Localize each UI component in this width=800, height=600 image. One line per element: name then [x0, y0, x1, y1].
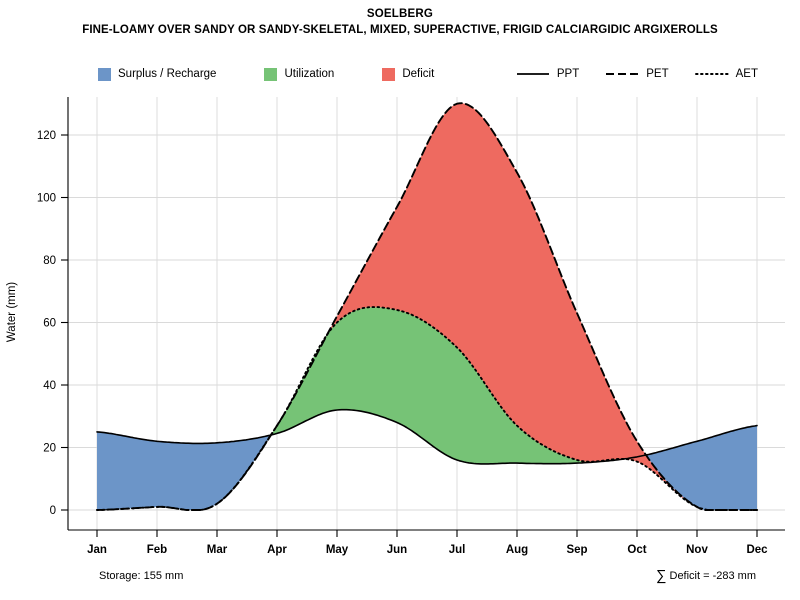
- x-tick-label: Dec: [746, 544, 768, 556]
- y-tick-label: 20: [43, 443, 56, 455]
- region-surplus: [97, 431, 270, 510]
- deficit-total-note: ∑ Deficit = -283 mm: [656, 568, 756, 584]
- y-axis-title: Water (mm): [6, 282, 18, 342]
- x-tick-label: Feb: [147, 544, 167, 556]
- series-aet-line: [96, 306, 758, 511]
- y-tick-label: 0: [50, 505, 56, 517]
- region-utilization: [272, 307, 621, 464]
- x-tick-label: Jul: [449, 544, 466, 556]
- x-tick-label: Sep: [566, 544, 587, 556]
- x-tick-label: Mar: [207, 544, 228, 556]
- x-tick-label: Jan: [87, 544, 107, 556]
- legend-deficit: Deficit: [382, 67, 435, 81]
- solid-line-icon: [516, 73, 549, 75]
- region-deficit: [329, 103, 693, 505]
- x-tick-label: Nov: [686, 544, 708, 556]
- chart-legend: Surplus / Recharge Utilization Deficit P…: [98, 64, 758, 84]
- y-tick-label: 100: [37, 193, 56, 205]
- page-title: SOELBERG: [366, 8, 434, 20]
- legend-ppt: PPT: [516, 68, 579, 80]
- dotted-line-icon: [694, 73, 729, 75]
- legend-surplus-label: Surplus / Recharge: [118, 68, 217, 80]
- utilization-swatch-icon: [264, 67, 278, 81]
- x-tick-label: Jun: [387, 544, 407, 556]
- dashed-line-icon: [606, 73, 639, 75]
- legend-pet-label: PET: [646, 68, 669, 80]
- surplus-swatch-icon: [98, 67, 111, 81]
- region-surplus: [646, 425, 757, 510]
- y-tick-label: 40: [43, 380, 56, 392]
- y-tick-label: 60: [43, 318, 56, 330]
- y-tick-label: 120: [37, 130, 56, 142]
- x-tick-label: Oct: [627, 544, 646, 556]
- legend-ppt-label: PPT: [556, 68, 580, 80]
- x-tick-label: Aug: [506, 544, 528, 556]
- x-tick-label: May: [326, 544, 349, 556]
- legend-aet: AET: [694, 68, 758, 80]
- deficit-total-label: Deficit = -283 mm: [669, 570, 757, 582]
- summation-icon: ∑: [656, 568, 667, 584]
- x-tick-label: Apr: [267, 544, 287, 556]
- page-subtitle: FINE-LOAMY OVER SANDY OR SANDY-SKELETAL,…: [82, 24, 718, 36]
- deficit-swatch-icon: [382, 67, 396, 81]
- legend-aet-label: AET: [735, 68, 758, 80]
- legend-surplus: Surplus / Recharge: [98, 67, 217, 81]
- legend-utilization-label: Utilization: [284, 68, 335, 80]
- legend-utilization: Utilization: [264, 67, 335, 81]
- y-tick-label: 80: [43, 255, 56, 267]
- legend-deficit-label: Deficit: [402, 68, 435, 80]
- storage-note: Storage: 155 mm: [99, 570, 184, 582]
- legend-pet: PET: [605, 68, 669, 80]
